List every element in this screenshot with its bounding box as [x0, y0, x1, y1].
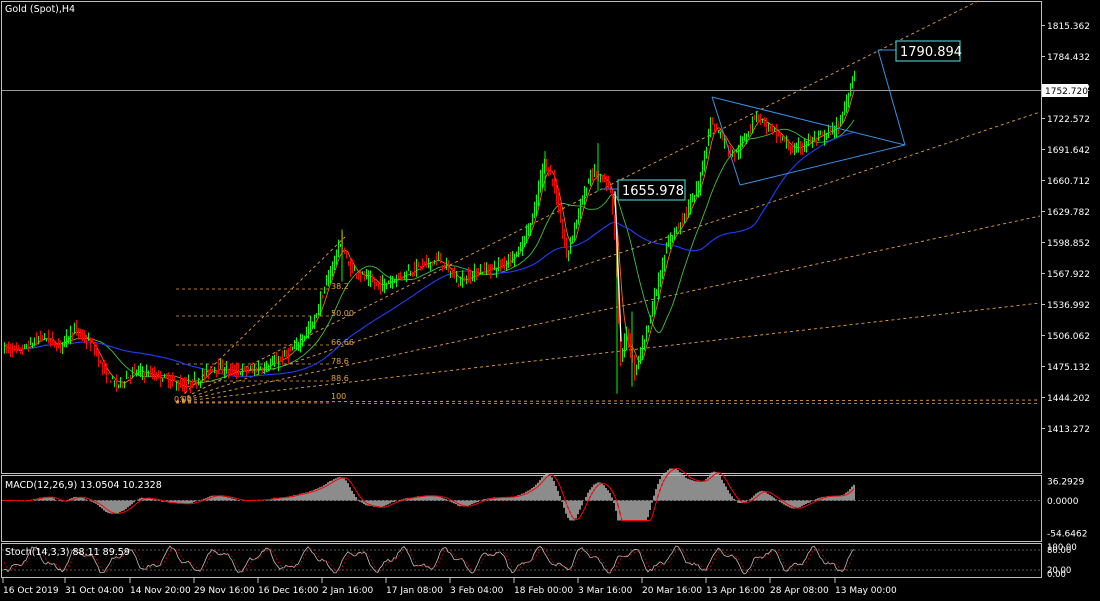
time-tick-label: 13 May 00:00	[835, 586, 897, 596]
price-tick-label: 1629.782	[1047, 208, 1090, 218]
candle	[614, 191, 622, 342]
time-tick-label: 17 Jan 08:00	[386, 586, 443, 596]
annotation-high-box	[895, 40, 961, 62]
price-tick-label: 1691.642	[1047, 146, 1090, 156]
stoch-level-label: 20.00	[1047, 566, 1071, 576]
price-tick-label: 1536.992	[1047, 301, 1090, 311]
time-tick-label: 14 Nov 20:00	[130, 586, 191, 596]
fib-label-100: 100	[331, 392, 346, 401]
fib-fan-line	[175, 0, 982, 403]
fib-label-50: 50.00	[331, 309, 354, 318]
macd-plot	[2, 468, 1040, 521]
triangle-upper-line	[711, 96, 906, 146]
fib-label-382: 38.2	[331, 282, 349, 291]
time-tick-label: 2 Jan 16:00	[322, 586, 374, 596]
ma-slow-line	[3, 131, 855, 378]
price-tick-label: 1567.922	[1047, 270, 1090, 280]
time-tick-label: 31 Oct 04:00	[65, 586, 124, 596]
current-price-tag	[1042, 84, 1088, 97]
current-price-text: 1752.720	[1045, 87, 1088, 97]
macd-signal-line	[4, 468, 855, 521]
ma-fast-line	[3, 91, 855, 388]
fib-fan-line	[175, 302, 1041, 403]
price-axis: 1815.3621784.4321753.5021722.5721691.642…	[1041, 22, 1090, 580]
fib-label-886: 88.6	[331, 374, 349, 383]
target-line	[877, 49, 906, 146]
fib-fan-line	[175, 215, 1041, 403]
macd-level-label: 0.0000	[1047, 497, 1079, 507]
candles	[4, 70, 855, 394]
fib-fan-line	[175, 111, 1041, 403]
stoch-level-label: 100.00	[1047, 543, 1077, 553]
triangle-lower-line	[739, 144, 906, 186]
time-tick-label: 20 Mar 16:00	[642, 586, 702, 596]
fib-label-6666: 66.66	[331, 338, 354, 347]
price-tick-label: 1784.432	[1047, 53, 1090, 63]
moving-averages	[3, 91, 855, 388]
triangle-base-line	[711, 96, 741, 186]
time-tick-label: 3 Feb 04:00	[450, 586, 504, 596]
price-tick-label: 1506.062	[1047, 332, 1090, 342]
stoch-level-label: 80.00	[1047, 546, 1071, 556]
macd-level-label: -54.6462	[1047, 530, 1087, 540]
macd-level-label: 36.2929	[1047, 478, 1084, 488]
stoch-signal-line	[3, 547, 855, 573]
price-tick-label: 1413.272	[1047, 425, 1090, 435]
triangle-pattern	[601, 49, 906, 190]
time-tick-label: 3 Mar 16:00	[578, 586, 633, 596]
macd-label: MACD(12,26,9) 13.0504 10.2328	[5, 480, 162, 491]
time-tick-label: 16 Dec 16:00	[258, 586, 319, 596]
stoch-main-line	[3, 545, 855, 575]
price-tick-label: 1815.362	[1047, 22, 1090, 32]
price-tick-label: 1660.712	[1047, 177, 1090, 187]
fib-label-0: 0.00	[174, 395, 192, 404]
fib-fan-lines	[175, 0, 1041, 404]
fib-fan-line	[175, 399, 1041, 403]
fib-fan-line	[175, 236, 346, 403]
annotation-mid-box	[617, 179, 686, 201]
time-tick-label: 18 Feb 00:00	[514, 586, 573, 596]
price-tick-label: 1598.852	[1047, 239, 1090, 249]
stoch-plot	[2, 545, 1040, 575]
stoch-label: Stoch(14,3,3) 88.11 89.59	[5, 547, 130, 558]
time-tick-label: 28 Apr 08:00	[770, 586, 829, 596]
price-tick-label: 1722.572	[1047, 115, 1090, 125]
chart-title: Gold (Spot),H4	[5, 4, 75, 15]
ma-mid-line	[3, 119, 855, 384]
time-axis: 16 Oct 2019 31 Oct 04:00 14 Nov 20:00 29 No…	[2, 578, 897, 596]
annotation-mid-text: 1655.978	[622, 184, 684, 199]
stoch-panel-frame	[1, 543, 1042, 578]
stoch-level-label: 0.00	[1047, 570, 1066, 580]
time-tick-label: 13 Apr 16:00	[706, 586, 765, 596]
time-tick-label: 16 Oct 2019	[3, 586, 59, 596]
price-tick-label: 1444.202	[1047, 394, 1090, 404]
time-tick-label: 29 Nov 16:00	[194, 586, 255, 596]
main-panel-frame	[1, 1, 1042, 474]
macd-panel-frame	[1, 475, 1042, 542]
annotation-high-text: 1790.894	[900, 45, 962, 60]
fib-label-786: 78.6	[331, 357, 349, 366]
price-tick-label: 1475.132	[1047, 363, 1090, 373]
